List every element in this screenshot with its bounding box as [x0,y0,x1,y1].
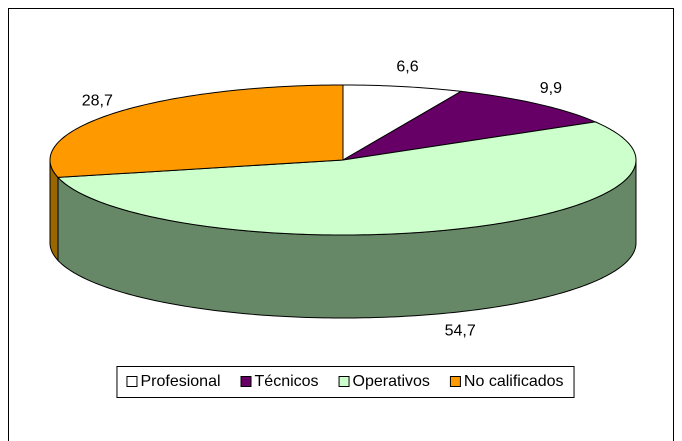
legend-label: Profesional [140,373,220,390]
data-label: 9,9 [540,80,562,97]
legend: Profesional Técnicos Operativos No califica… [116,366,575,398]
pie-slice [342,84,463,161]
pie-slice [56,121,637,236]
legend-label: Técnicos [255,373,319,390]
data-label: 6,6 [396,58,418,75]
legend-swatch [338,376,350,387]
data-label: 28,7 [82,92,113,109]
legend-swatch [240,376,252,387]
data-label: 54,7 [445,322,476,339]
pie-slice [342,90,598,161]
legend-swatch [126,376,138,387]
legend-swatch [449,376,461,387]
pie-slice [49,84,344,178]
legend-box [116,366,575,398]
legend-label: Operativos [353,373,430,390]
legend-label: No calificados [464,373,564,390]
